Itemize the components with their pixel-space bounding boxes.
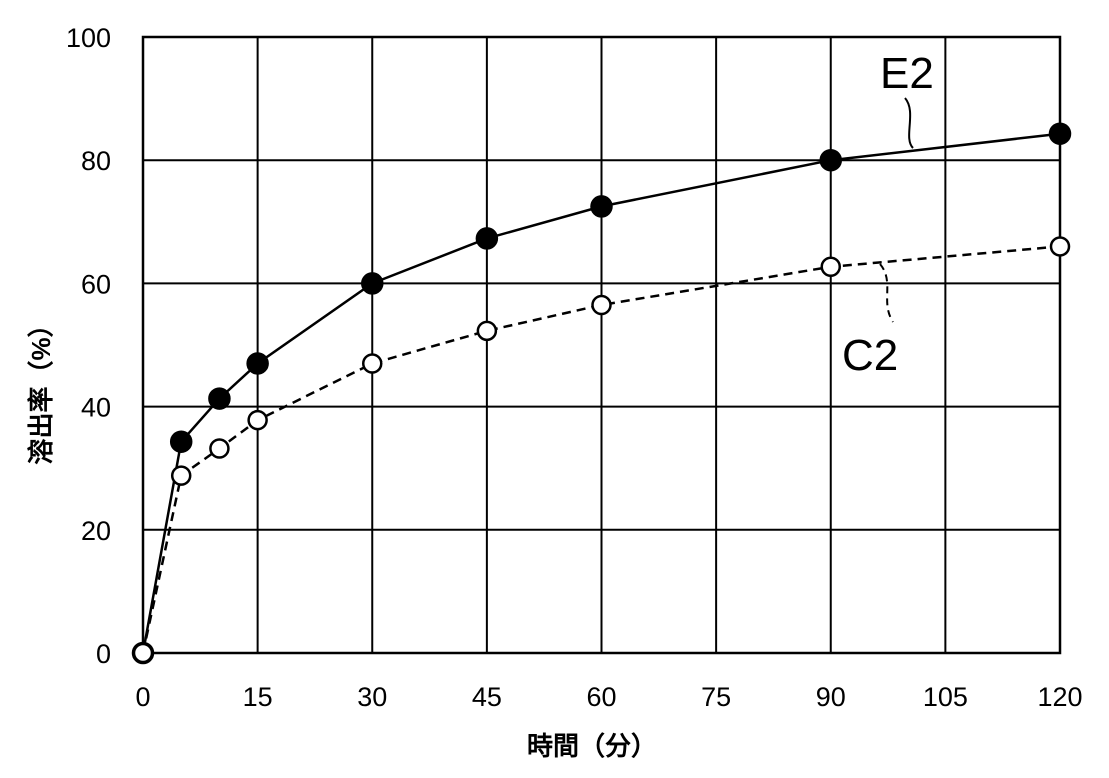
y-tick-label: 80 xyxy=(81,146,111,176)
y-tick-label: 40 xyxy=(81,393,111,423)
x-tick-label: 120 xyxy=(1037,682,1082,712)
y-tick-label: 20 xyxy=(81,516,111,546)
data-point-e2 xyxy=(819,148,842,172)
x-tick-label: 90 xyxy=(816,682,846,712)
plot-border xyxy=(141,35,1062,655)
data-point-e2 xyxy=(475,227,499,250)
y-tick-label: 60 xyxy=(81,269,111,299)
x-tick-label: 30 xyxy=(357,682,387,712)
data-point-e2 xyxy=(1048,122,1072,145)
grid xyxy=(143,37,1060,653)
x-tick-label: 60 xyxy=(586,682,616,712)
x-tick-label: 75 xyxy=(701,682,731,712)
data-point-e2 xyxy=(246,352,269,375)
y-axis-title: 溶出率（%） xyxy=(26,311,56,464)
plot-frame xyxy=(141,35,1062,655)
c2-callout-leader xyxy=(879,263,894,323)
y-tick-label: 100 xyxy=(66,23,111,53)
data-point-c2 xyxy=(247,409,268,431)
series-line-c2 xyxy=(141,245,1061,654)
x-tick-label: 15 xyxy=(243,682,273,712)
data-point-c2 xyxy=(820,256,841,278)
series-label-c2: C2 xyxy=(842,331,898,380)
x-tick-label: 0 xyxy=(135,682,150,712)
x-axis-title: 時間（分） xyxy=(527,731,657,761)
data-point-e2 xyxy=(169,430,193,453)
x-tick-labels: 0 15 30 45 60 75 90 105 120 xyxy=(135,682,1082,712)
data-point-c2 xyxy=(170,465,192,486)
data-point-e2 xyxy=(208,387,231,410)
data-point-c2 xyxy=(476,320,498,342)
data-point-c2 xyxy=(362,353,383,374)
data-point-e2 xyxy=(361,272,384,295)
data-point-c2 xyxy=(591,294,612,316)
y-tick-label: 0 xyxy=(96,639,111,669)
series-label-e2: E2 xyxy=(880,49,934,98)
x-tick-label: 45 xyxy=(472,682,502,712)
data-point-e2 xyxy=(590,195,613,218)
data-point-c2 xyxy=(132,642,154,664)
e2-callout-leader xyxy=(904,97,914,149)
series xyxy=(131,122,1072,665)
y-tick-labels: 0 20 40 60 80 100 xyxy=(66,23,111,669)
data-point-c2 xyxy=(209,438,230,459)
data-point-c2 xyxy=(1049,236,1071,257)
series-callouts xyxy=(879,97,914,323)
x-tick-label: 105 xyxy=(923,682,968,712)
